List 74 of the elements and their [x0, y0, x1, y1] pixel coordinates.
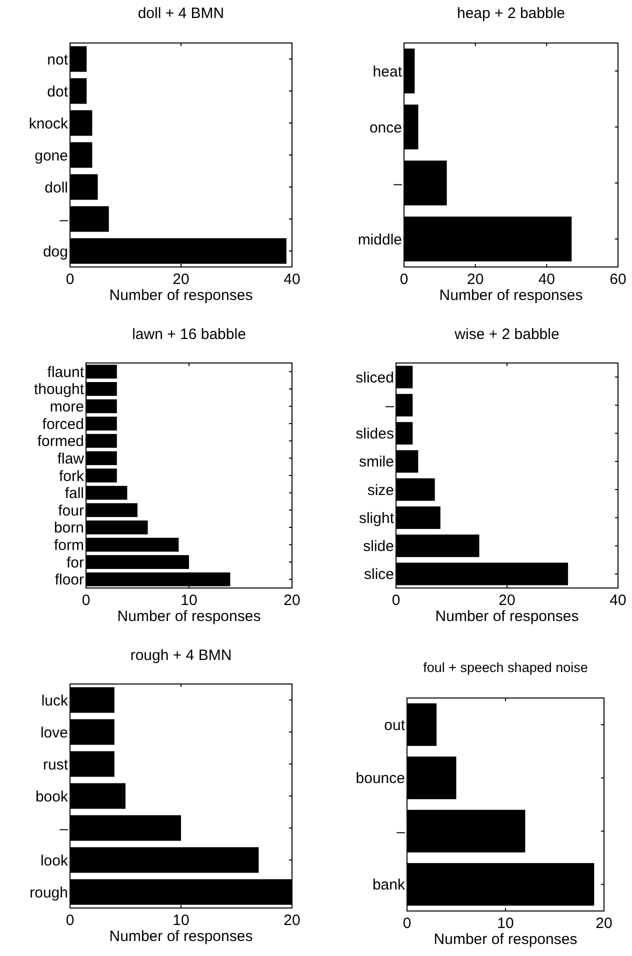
x-tick-label: 20 [284, 912, 300, 929]
y-tick-label: forced [42, 416, 84, 433]
x-tick-label: 10 [180, 592, 198, 609]
x-axis-title: Number of responses [109, 287, 253, 304]
chart-title: rough + 4 BMN [130, 647, 232, 664]
y-tick-label: knock [28, 115, 68, 132]
y-tick-label: doll [44, 179, 68, 196]
chart-title: wise + 2 babble [454, 326, 560, 343]
x-tick-label: 0 [392, 592, 400, 609]
x-tick-label: 20 [596, 915, 612, 932]
y-tick-label: middle [358, 231, 402, 248]
y-tick-label: – [60, 211, 69, 228]
y-tick-label: gone [34, 147, 68, 164]
y-tick-label: four [58, 502, 84, 520]
y-tick-label: – [396, 823, 406, 840]
x-tick-label: 20 [498, 592, 516, 609]
y-tick-label: formed [37, 433, 84, 450]
x-tick-label: 40 [538, 271, 556, 288]
y-tick-label: size [367, 482, 394, 499]
y-tick-label: not [47, 51, 69, 68]
y-tick-label: sliced [356, 369, 394, 386]
y-tick-label: luck [41, 692, 68, 710]
x-tick-label: 20 [466, 271, 484, 288]
y-tick-label: rust [42, 756, 69, 774]
x-axis-title: Number of responses [109, 928, 253, 945]
y-tick-label: bounce [356, 770, 405, 788]
y-tick-label: born [54, 520, 84, 537]
x-tick-label: 10 [172, 912, 190, 929]
y-tick-label: dot [47, 83, 69, 100]
y-tick-label: once [369, 119, 402, 136]
y-tick-label: form [54, 536, 84, 554]
chart-title: heap + 2 babble [456, 5, 566, 22]
x-tick-label: 0 [82, 592, 90, 609]
x-axis-title: Number of responses [434, 931, 578, 948]
y-tick-label: bank [372, 876, 406, 894]
y-tick-label: slice [364, 566, 394, 584]
x-axis-title: Number of responses [435, 608, 579, 625]
y-tick-label: slight [358, 510, 395, 527]
chart-title: foul + speech shaped noise [423, 660, 588, 675]
y-tick-label: – [386, 397, 395, 414]
y-tick-label: slides [356, 426, 394, 443]
y-tick-label: slide [363, 538, 394, 556]
x-tick-label: 0 [66, 912, 74, 929]
x-tick-label: 60 [610, 271, 626, 288]
y-tick-label: – [60, 820, 69, 838]
y-tick-label: rough [30, 884, 68, 902]
y-tick-label: more [50, 398, 84, 416]
y-tick-label: heat [372, 63, 403, 80]
x-axis-title: Number of responses [439, 287, 583, 304]
y-tick-label: floor [54, 572, 84, 589]
x-tick-label: 10 [497, 915, 514, 932]
y-tick-label: fall [64, 485, 84, 502]
chart-title: lawn + 16 babble [132, 326, 246, 343]
x-tick-label: 40 [610, 592, 626, 609]
x-tick-label: 0 [402, 915, 412, 932]
x-tick-label: 40 [284, 271, 300, 288]
y-tick-label: look [40, 852, 68, 870]
y-tick-label: thought [34, 381, 85, 398]
y-tick-label: flaw [57, 450, 84, 468]
y-tick-label: book [35, 788, 68, 806]
x-tick-label: 20 [172, 271, 190, 288]
y-tick-label: – [394, 175, 403, 192]
y-tick-label: love [40, 724, 68, 742]
y-tick-label: smile [358, 454, 394, 471]
x-tick-label: 0 [66, 271, 74, 288]
x-tick-label: 20 [284, 592, 300, 609]
y-tick-label: out [384, 716, 406, 734]
chart-title: doll + 4 BMN [138, 5, 224, 22]
y-tick-label: flaunt [47, 364, 85, 381]
x-tick-label: 0 [400, 271, 408, 288]
y-tick-label: for [66, 554, 84, 572]
y-tick-label: fork [58, 468, 84, 485]
y-tick-label: dog [42, 243, 68, 260]
x-axis-title: Number of responses [117, 608, 261, 625]
